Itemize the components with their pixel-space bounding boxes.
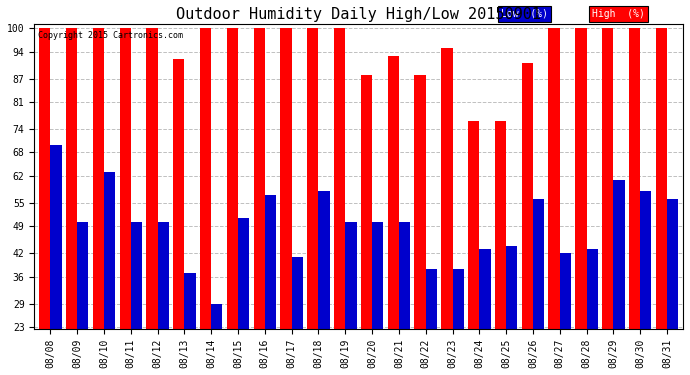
Text: Low  (%): Low (%) <box>502 9 549 19</box>
Bar <box>388 56 399 375</box>
Bar <box>319 191 330 375</box>
Bar <box>307 28 319 375</box>
Bar <box>361 75 372 375</box>
Bar <box>50 145 61 375</box>
Bar <box>265 195 276 375</box>
Bar <box>640 191 651 375</box>
Title: Outdoor Humidity Daily High/Low 20150901: Outdoor Humidity Daily High/Low 20150901 <box>176 7 541 22</box>
Bar <box>453 269 464 375</box>
Bar <box>656 28 667 375</box>
Bar <box>173 59 184 375</box>
Bar <box>184 273 196 375</box>
Bar <box>238 218 249 375</box>
Bar <box>415 75 426 375</box>
Bar <box>254 28 265 375</box>
Bar <box>334 28 345 375</box>
Bar <box>441 48 453 375</box>
Bar <box>426 269 437 375</box>
Bar <box>613 180 624 375</box>
Bar <box>66 28 77 375</box>
Bar <box>157 222 169 375</box>
Bar <box>77 222 88 375</box>
Bar <box>468 122 480 375</box>
Bar <box>211 304 222 375</box>
Bar <box>104 172 115 375</box>
Bar <box>119 28 131 375</box>
Bar <box>629 28 640 375</box>
Bar <box>146 28 157 375</box>
Bar <box>575 28 586 375</box>
Bar <box>39 28 50 375</box>
Bar <box>292 257 303 375</box>
Bar <box>602 28 613 375</box>
Bar <box>495 122 506 375</box>
Bar <box>533 199 544 375</box>
Bar <box>522 63 533 375</box>
Bar <box>506 246 518 375</box>
Bar <box>586 249 598 375</box>
Bar <box>200 28 211 375</box>
Text: High  (%): High (%) <box>592 9 645 19</box>
Text: Copyright 2015 Cartronics.com: Copyright 2015 Cartronics.com <box>37 31 183 40</box>
Bar <box>399 222 410 375</box>
Bar <box>372 222 384 375</box>
Bar <box>131 222 142 375</box>
Bar <box>92 28 104 375</box>
Bar <box>345 222 357 375</box>
Bar <box>280 28 292 375</box>
Bar <box>480 249 491 375</box>
Bar <box>667 199 678 375</box>
Bar <box>549 28 560 375</box>
Bar <box>227 28 238 375</box>
Bar <box>560 254 571 375</box>
